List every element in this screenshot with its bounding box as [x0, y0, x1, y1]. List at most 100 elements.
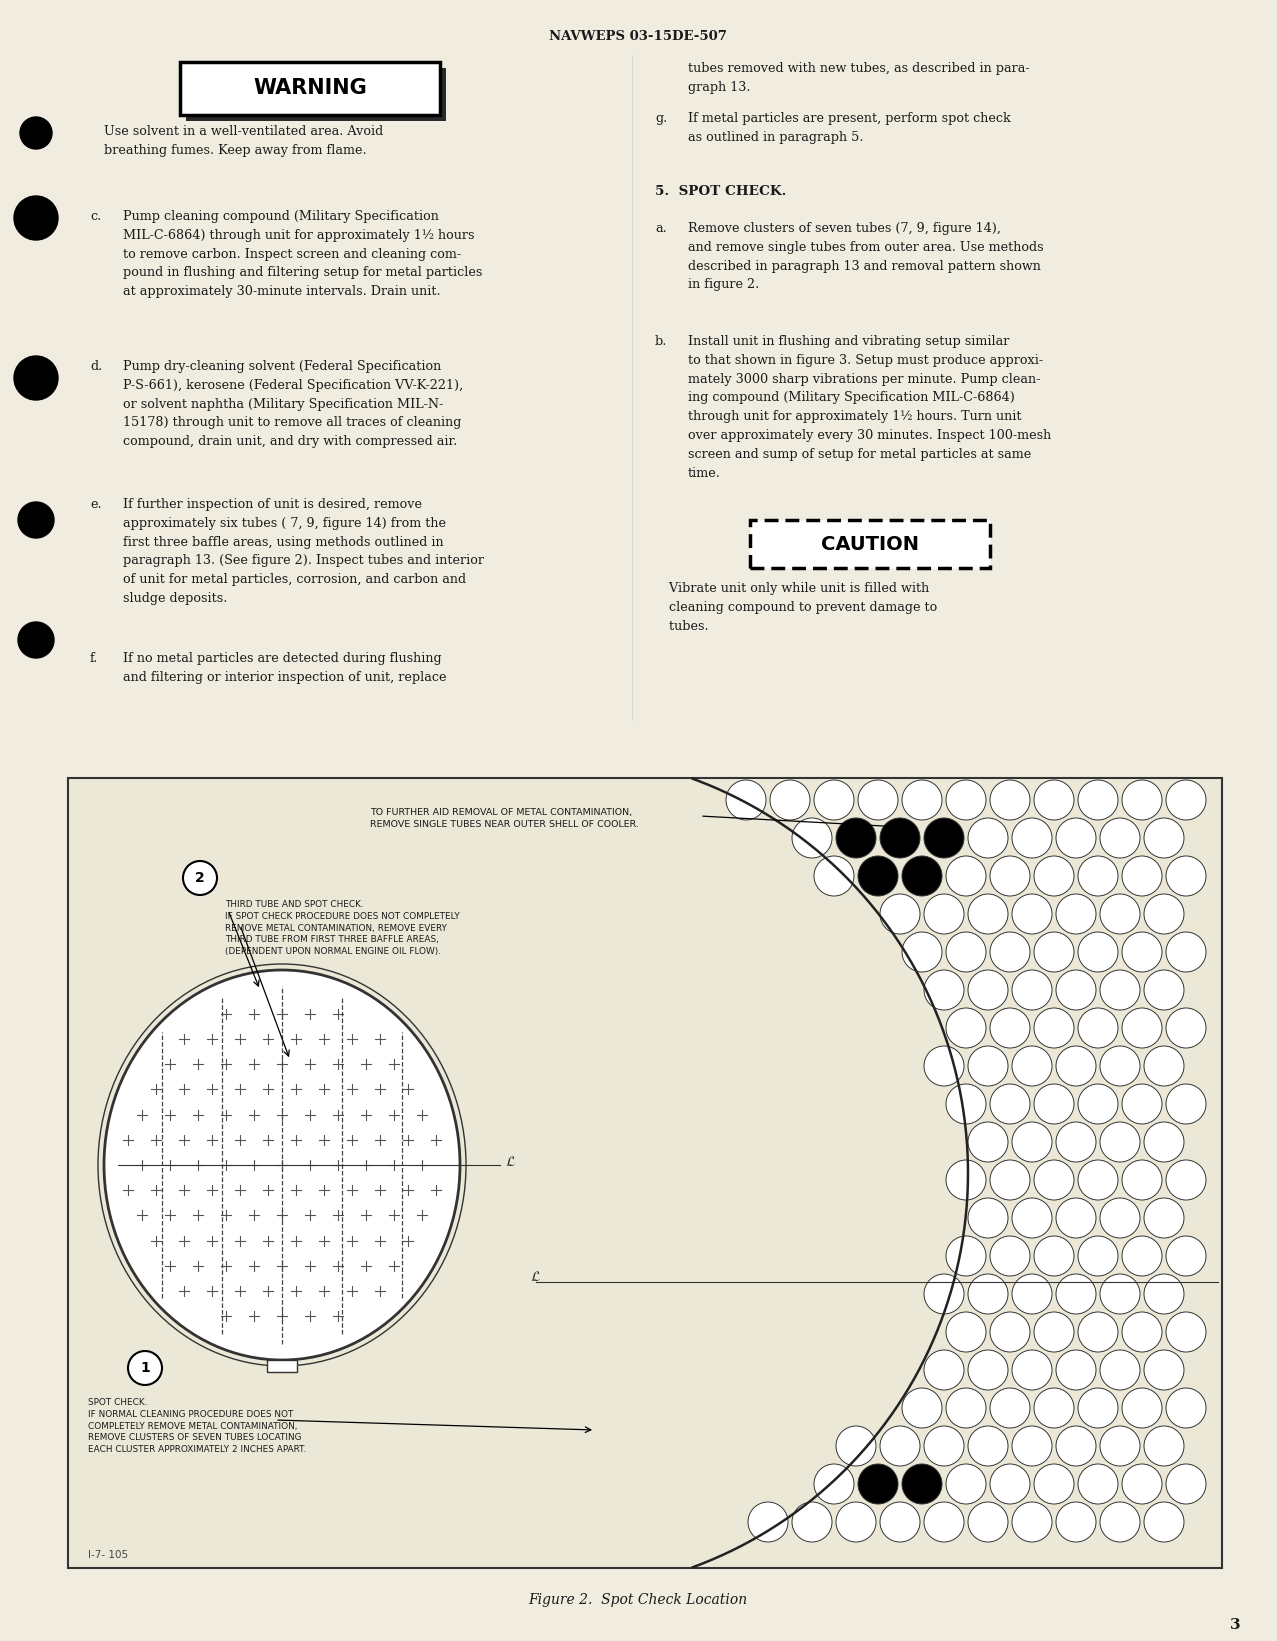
Circle shape	[1034, 857, 1074, 896]
Circle shape	[902, 1388, 942, 1428]
Circle shape	[1099, 894, 1140, 934]
Circle shape	[1166, 1085, 1205, 1124]
Circle shape	[1078, 1388, 1117, 1428]
Circle shape	[968, 894, 1008, 934]
Circle shape	[1144, 1045, 1184, 1086]
FancyBboxPatch shape	[186, 67, 446, 121]
Circle shape	[183, 862, 217, 894]
Circle shape	[1122, 779, 1162, 820]
Circle shape	[1122, 1160, 1162, 1200]
Text: d.: d.	[89, 359, 102, 373]
Text: 5.  SPOT CHECK.: 5. SPOT CHECK.	[655, 185, 787, 199]
Text: 3: 3	[1230, 1618, 1240, 1633]
Circle shape	[1056, 1198, 1096, 1237]
Circle shape	[1166, 857, 1205, 896]
Circle shape	[858, 779, 898, 820]
Text: 1: 1	[140, 1360, 149, 1375]
Circle shape	[1122, 1085, 1162, 1124]
Circle shape	[1034, 1236, 1074, 1277]
Circle shape	[925, 970, 964, 1009]
Circle shape	[925, 1426, 964, 1465]
Circle shape	[1056, 970, 1096, 1009]
Circle shape	[1122, 1464, 1162, 1505]
Text: $\mathcal{L}$: $\mathcal{L}$	[504, 1155, 516, 1168]
Circle shape	[946, 779, 986, 820]
Text: a.: a.	[655, 222, 667, 235]
Circle shape	[18, 622, 54, 658]
Circle shape	[990, 857, 1031, 896]
Circle shape	[1011, 1351, 1052, 1390]
Circle shape	[836, 1502, 876, 1543]
Circle shape	[1078, 1160, 1117, 1200]
Circle shape	[1099, 970, 1140, 1009]
Circle shape	[1166, 1464, 1205, 1505]
Circle shape	[968, 1273, 1008, 1314]
Circle shape	[1056, 1351, 1096, 1390]
Circle shape	[1034, 1313, 1074, 1352]
Circle shape	[880, 1502, 919, 1543]
Circle shape	[858, 857, 898, 896]
Circle shape	[990, 1388, 1031, 1428]
Circle shape	[1034, 1085, 1074, 1124]
Circle shape	[1144, 817, 1184, 858]
Circle shape	[1034, 1008, 1074, 1049]
Circle shape	[1011, 894, 1052, 934]
Circle shape	[880, 817, 919, 858]
Text: NAVWEPS 03-15DE-507: NAVWEPS 03-15DE-507	[549, 30, 727, 43]
Circle shape	[1144, 970, 1184, 1009]
Circle shape	[925, 1273, 964, 1314]
Circle shape	[836, 817, 876, 858]
Circle shape	[946, 1464, 986, 1505]
Circle shape	[990, 932, 1031, 971]
Circle shape	[1099, 1045, 1140, 1086]
Circle shape	[1011, 1502, 1052, 1543]
Circle shape	[1099, 817, 1140, 858]
Circle shape	[990, 779, 1031, 820]
Circle shape	[1056, 1122, 1096, 1162]
Circle shape	[1034, 1388, 1074, 1428]
Circle shape	[990, 1160, 1031, 1200]
Circle shape	[1122, 932, 1162, 971]
Circle shape	[1144, 1198, 1184, 1237]
Circle shape	[1144, 1273, 1184, 1314]
Circle shape	[1166, 779, 1205, 820]
Text: Pump cleaning compound (Military Specification
MIL-C-6864) through unit for appr: Pump cleaning compound (Military Specifi…	[123, 210, 483, 299]
Circle shape	[858, 1464, 898, 1505]
Circle shape	[902, 1464, 942, 1505]
Circle shape	[1078, 1008, 1117, 1049]
Ellipse shape	[103, 970, 460, 1360]
Circle shape	[14, 356, 57, 400]
Circle shape	[1099, 1198, 1140, 1237]
Circle shape	[1078, 857, 1117, 896]
Text: tubes removed with new tubes, as described in para-
graph 13.: tubes removed with new tubes, as describ…	[688, 62, 1029, 94]
Circle shape	[1166, 1236, 1205, 1277]
Text: g.: g.	[655, 112, 668, 125]
Circle shape	[836, 1426, 876, 1465]
Circle shape	[1011, 1273, 1052, 1314]
Circle shape	[1122, 1008, 1162, 1049]
Circle shape	[1034, 932, 1074, 971]
Bar	[267, 1360, 298, 1372]
Circle shape	[1099, 1426, 1140, 1465]
Circle shape	[1011, 1122, 1052, 1162]
Circle shape	[1122, 857, 1162, 896]
Circle shape	[968, 1502, 1008, 1543]
Text: TO FURTHER AID REMOVAL OF METAL CONTAMINATION,
REMOVE SINGLE TUBES NEAR OUTER SH: TO FURTHER AID REMOVAL OF METAL CONTAMIN…	[370, 807, 638, 829]
Circle shape	[1166, 1160, 1205, 1200]
Circle shape	[813, 857, 854, 896]
Text: THIRD TUBE AND SPOT CHECK.
IF SPOT CHECK PROCEDURE DOES NOT COMPLETELY
REMOVE ME: THIRD TUBE AND SPOT CHECK. IF SPOT CHECK…	[225, 899, 460, 957]
Circle shape	[1078, 1464, 1117, 1505]
Circle shape	[1011, 1198, 1052, 1237]
Circle shape	[18, 502, 54, 538]
Circle shape	[1078, 779, 1117, 820]
Circle shape	[902, 857, 942, 896]
Circle shape	[1056, 1502, 1096, 1543]
Circle shape	[1078, 1313, 1117, 1352]
Text: If metal particles are present, perform spot check
as outlined in paragraph 5.: If metal particles are present, perform …	[688, 112, 1011, 144]
Text: WARNING: WARNING	[253, 79, 366, 98]
Circle shape	[128, 1351, 162, 1385]
Circle shape	[1122, 1236, 1162, 1277]
Circle shape	[770, 779, 810, 820]
Text: Install unit in flushing and vibrating setup similar
to that shown in figure 3. : Install unit in flushing and vibrating s…	[688, 335, 1051, 479]
Circle shape	[1144, 1351, 1184, 1390]
